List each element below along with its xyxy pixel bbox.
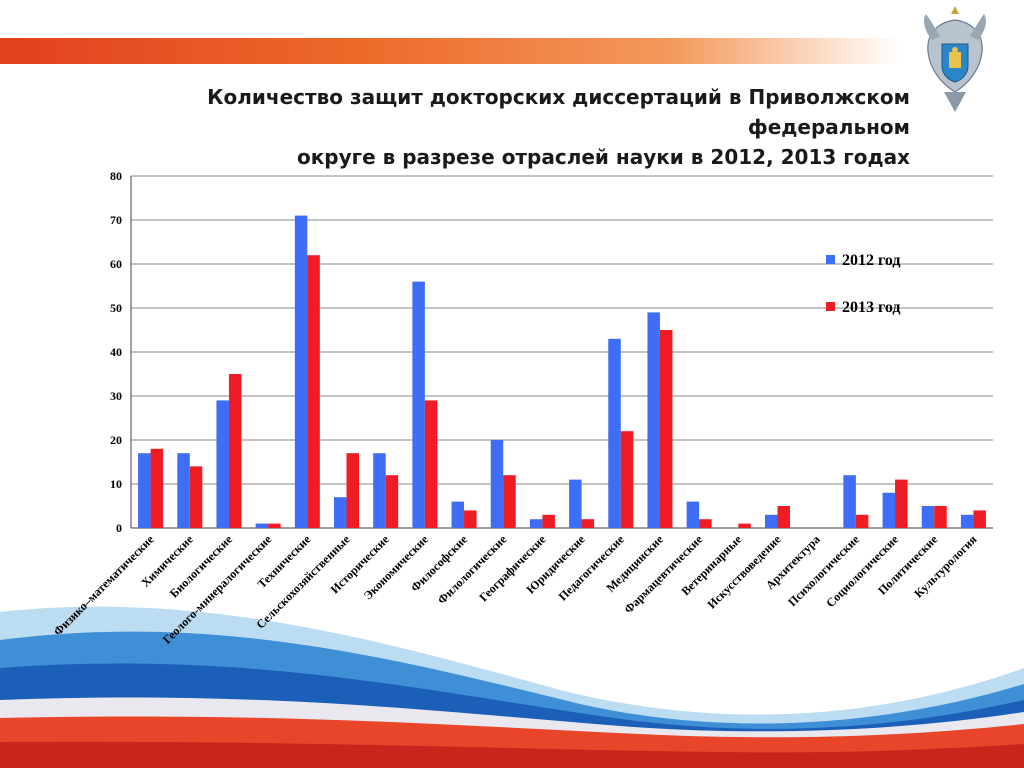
bar [503, 475, 516, 528]
x-tick-label: Искусствоведение [705, 532, 785, 612]
y-tick-label: 30 [110, 389, 122, 403]
bar [490, 440, 504, 528]
bar [895, 479, 908, 528]
x-tick-label: Психологические [785, 532, 862, 609]
y-tick-label: 70 [110, 213, 122, 227]
bar [294, 215, 308, 528]
bar [424, 400, 438, 528]
bar [150, 448, 164, 528]
y-tick-label: 50 [110, 301, 122, 315]
bar [686, 501, 700, 528]
bar [699, 519, 712, 528]
x-tick-label: Социологические [823, 532, 901, 610]
bar [542, 514, 555, 528]
x-tick-label: Филологические [435, 532, 510, 607]
bar [373, 453, 386, 528]
bar [921, 506, 935, 528]
bar [608, 338, 621, 528]
y-tick-label: 60 [110, 257, 122, 271]
x-tick-label: Географические [476, 532, 549, 605]
bar [189, 466, 203, 528]
bar [882, 492, 896, 528]
bar [973, 510, 986, 528]
bar [647, 312, 660, 528]
x-tick-label: Физико–математические [51, 532, 158, 639]
y-tick-label: 0 [116, 521, 122, 535]
title-line-2: округе в разрезе отраслей науки в 2012, … [296, 145, 910, 169]
slide-title: Количество защит докторских диссертаций … [60, 82, 910, 172]
bar [581, 519, 595, 528]
bar [464, 510, 477, 528]
bar [659, 330, 673, 528]
legend-swatch [826, 302, 835, 311]
bar [268, 523, 281, 528]
y-tick-label: 10 [110, 477, 122, 491]
bar [385, 475, 399, 528]
y-tick-label: 20 [110, 433, 122, 447]
legend-label: 2013 год [842, 299, 901, 316]
bar [228, 374, 242, 528]
bar [620, 431, 634, 528]
header-band [0, 38, 900, 64]
bar [934, 506, 947, 528]
bar [451, 501, 465, 528]
title-line-1: Количество защит докторских диссертаций … [207, 85, 910, 139]
bar [216, 400, 229, 528]
emblem-icon [924, 6, 986, 112]
bar [960, 514, 974, 528]
bar [346, 453, 359, 528]
bar [529, 519, 543, 528]
y-tick-label: 40 [110, 345, 122, 359]
y-tick-label: 80 [110, 169, 122, 183]
legend-swatch [826, 255, 835, 264]
bar [843, 475, 856, 528]
bar [138, 453, 151, 528]
bar [177, 453, 190, 528]
bar [765, 514, 778, 528]
bar [569, 479, 582, 528]
bar [255, 523, 269, 528]
bar [307, 255, 320, 528]
bar [777, 506, 790, 528]
bar [738, 523, 751, 528]
bar [855, 514, 869, 528]
legend-label: 2012 год [842, 252, 901, 269]
bar [412, 281, 425, 528]
bar [334, 497, 347, 528]
